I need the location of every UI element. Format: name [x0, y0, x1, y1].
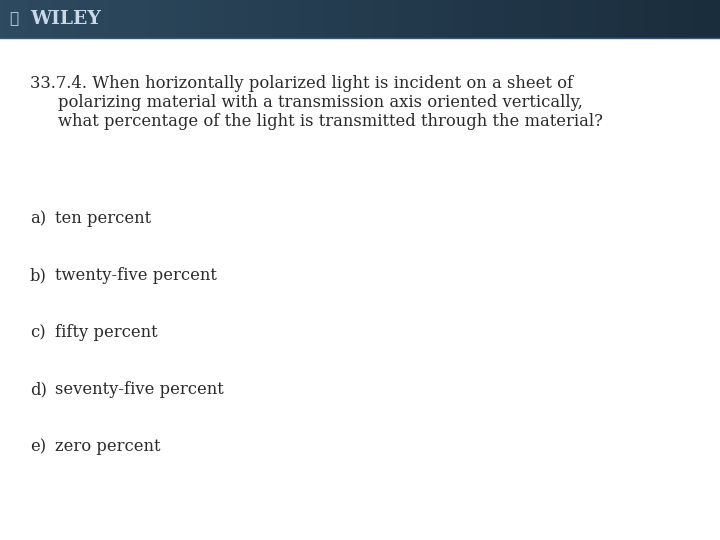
Text: e): e)	[30, 438, 46, 455]
Text: polarizing material with a transmission axis oriented vertically,: polarizing material with a transmission …	[58, 94, 583, 111]
Text: b): b)	[30, 267, 47, 284]
Text: zero percent: zero percent	[55, 438, 161, 455]
Text: WILEY: WILEY	[30, 10, 101, 28]
Text: ten percent: ten percent	[55, 210, 151, 227]
Text: what percentage of the light is transmitted through the material?: what percentage of the light is transmit…	[58, 113, 603, 130]
Text: c): c)	[30, 324, 45, 341]
Text: ⓦ: ⓦ	[9, 11, 19, 26]
Text: 33.7.4. When horizontally polarized light is incident on a sheet of: 33.7.4. When horizontally polarized ligh…	[30, 75, 573, 92]
Text: seventy-five percent: seventy-five percent	[55, 381, 224, 398]
Text: a): a)	[30, 210, 46, 227]
Text: fifty percent: fifty percent	[55, 324, 158, 341]
Text: twenty-five percent: twenty-five percent	[55, 267, 217, 284]
Text: d): d)	[30, 381, 47, 398]
